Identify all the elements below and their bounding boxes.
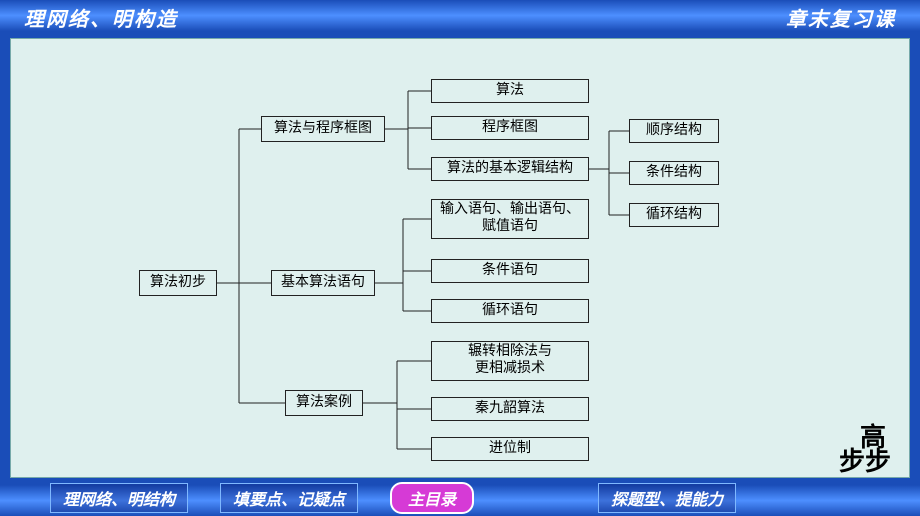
node-root: 算法初步 — [139, 270, 217, 296]
content-panel: 算法初步 算法与程序框图基本算法语句算法案例 算法程序框图算法的基本逻辑结构输入语句… — [10, 38, 910, 478]
node-c31: 辗转相除法与 更相减损术 — [431, 341, 589, 381]
header-right: 章末复习课 — [786, 3, 896, 32]
node-c32: 秦九韶算法 — [431, 397, 589, 421]
bottom-bar: 理网络、明结构 填要点、记疑点 主目录 探题型、提能力 — [0, 484, 920, 512]
node-c33: 进位制 — [431, 437, 589, 461]
node-d3: 循环结构 — [629, 203, 719, 227]
node-c22: 条件语句 — [431, 259, 589, 283]
node-d1: 顺序结构 — [629, 119, 719, 143]
node-c11: 算法 — [431, 79, 589, 103]
brand-logo: 高 步步 — [839, 426, 891, 473]
tab-main-index[interactable]: 主目录 — [390, 482, 474, 514]
top-bar: 理网络、明构造 章末复习课 — [0, 0, 920, 34]
logo-row2: 步步 — [839, 450, 891, 473]
tab-points[interactable]: 填要点、记疑点 — [220, 483, 358, 513]
node-c13: 算法的基本逻辑结构 — [431, 157, 589, 181]
tab-network[interactable]: 理网络、明结构 — [50, 483, 188, 513]
tab-exercises[interactable]: 探题型、提能力 — [598, 483, 736, 513]
node-c23: 循环语句 — [431, 299, 589, 323]
header-left: 理网络、明构造 — [24, 3, 178, 32]
tree-diagram: 算法初步 算法与程序框图基本算法语句算法案例 算法程序框图算法的基本逻辑结构输入语句… — [11, 39, 909, 477]
node-c21: 输入语句、输出语句、 赋值语句 — [431, 199, 589, 239]
node-b3: 算法案例 — [285, 390, 363, 416]
node-d2: 条件结构 — [629, 161, 719, 185]
node-c12: 程序框图 — [431, 116, 589, 140]
node-b1: 算法与程序框图 — [261, 116, 385, 142]
node-b2: 基本算法语句 — [271, 270, 375, 296]
